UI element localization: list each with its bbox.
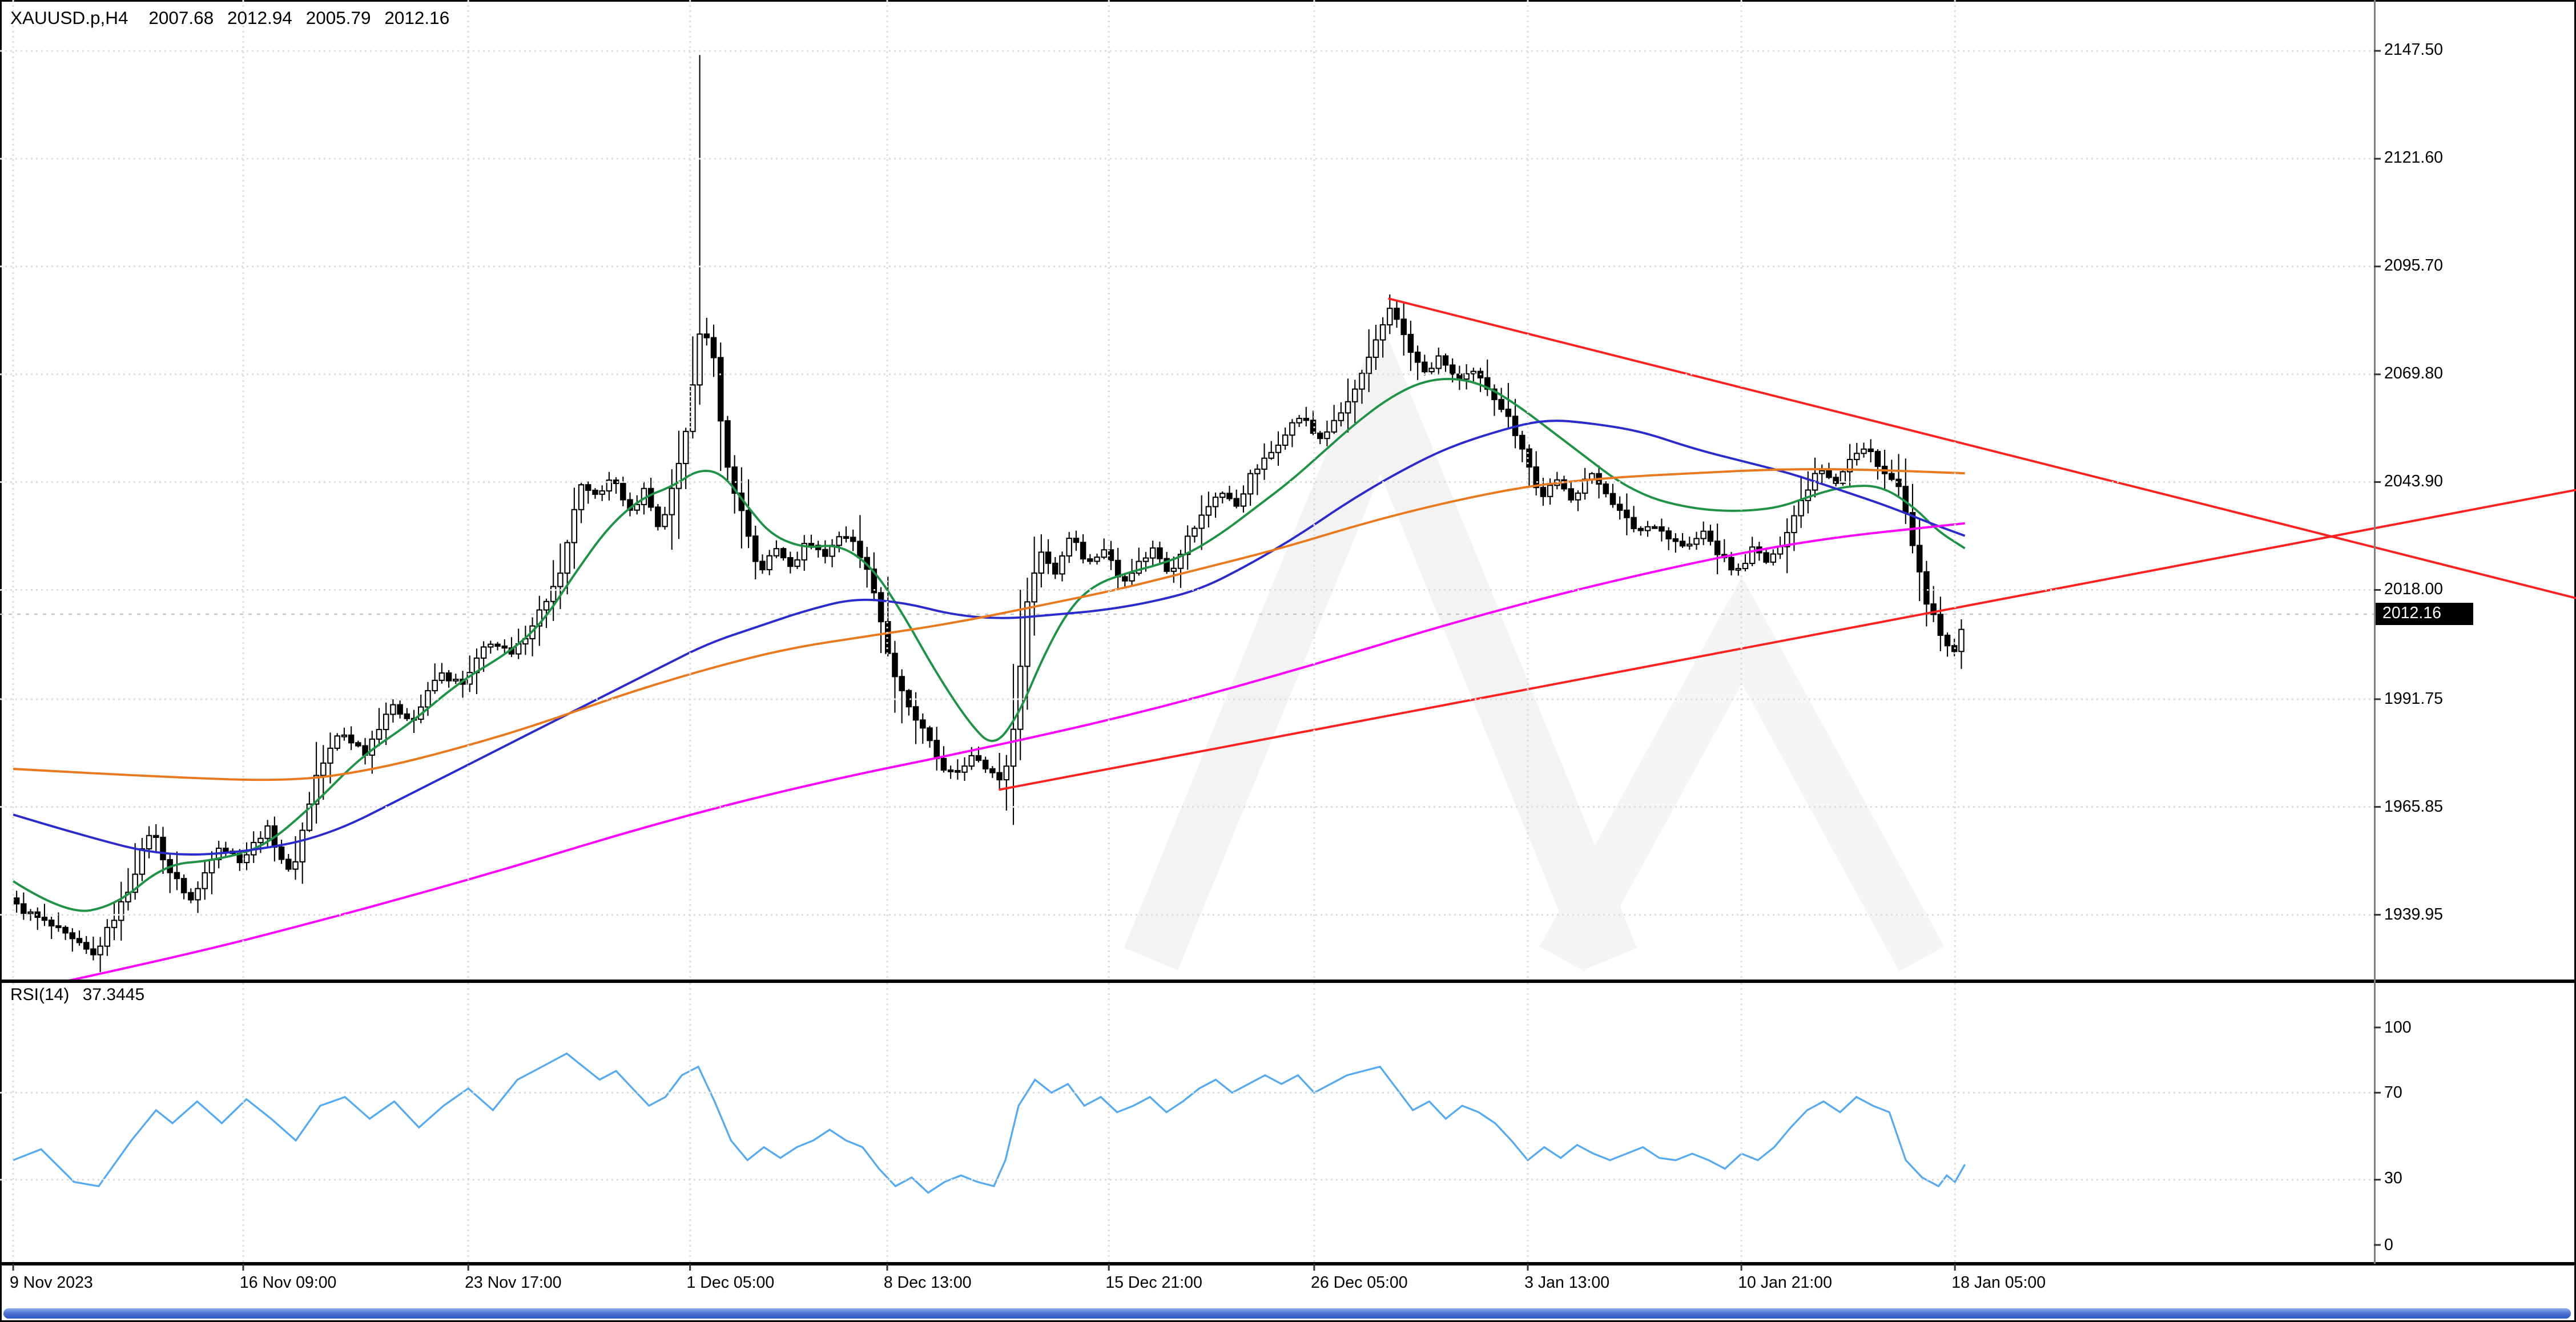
time-axis-label: 1 Dec 05:00: [686, 1274, 775, 1293]
time-axis-label: 16 Nov 09:00: [239, 1274, 337, 1293]
price-axis-label: 1991.75: [2384, 690, 2444, 709]
rsi-indicator-value: 37.3445: [82, 986, 145, 1005]
ma-line-slowest-magenta: [69, 522, 1965, 980]
trendline-descending-resistance[interactable]: [1388, 297, 2576, 599]
broker-watermark: [1539, 577, 1945, 972]
symbol-timeframe-label: XAUUSD.p,H4: [10, 9, 128, 29]
time-axis-label: 3 Jan 13:00: [1524, 1274, 1610, 1293]
rsi-indicator-header: RSI(14) 37.3445: [10, 986, 153, 1005]
time-axis-label: 18 Jan 05:00: [1951, 1274, 2046, 1293]
rsi-axis-label: 30: [2384, 1170, 2402, 1190]
candle-bodies: [13, 308, 1965, 956]
price-axis-label: 1939.95: [2384, 905, 2444, 925]
price-axis-label: 2018.00: [2384, 580, 2444, 599]
rsi-axis-label: 0: [2384, 1235, 2393, 1255]
trendline-ascending-support[interactable]: [999, 489, 2576, 791]
time-axis-label: 15 Dec 21:00: [1105, 1274, 1202, 1293]
price-axis-label: 1965.85: [2384, 797, 2444, 817]
price-axis[interactable]: 2147.50 2121.60 2095.70 2069.80 2043.90 2018.…: [0, 0, 2576, 1264]
close-value: 2012.16: [384, 9, 450, 29]
price-axis-label: 2147.50: [2384, 41, 2444, 61]
overlays: [0, 0, 2576, 1271]
rsi-axis-label: 70: [2384, 1083, 2402, 1102]
broker-watermark: [1124, 320, 1637, 970]
time-axis-label: 23 Nov 17:00: [465, 1274, 562, 1293]
rsi-axis-label: 100: [2384, 1018, 2412, 1037]
ohlc-header: XAUUSD.p,H4 2007.68 2012.94 2005.79 2012…: [10, 9, 458, 29]
high-value: 2012.94: [227, 9, 292, 29]
current-price-badge: 2012.16: [2376, 603, 2473, 626]
time-axis-label: 10 Jan 21:00: [1738, 1274, 1833, 1293]
time-axis[interactable]: 9 Nov 2023 16 Nov 09:00 23 Nov 17:00 1 Dec …: [0, 1265, 2576, 1307]
ma-line-fast-green: [13, 377, 1966, 912]
rsi-indicator-name: RSI(14): [10, 986, 70, 1005]
rsi-line: [13, 1052, 1966, 1194]
low-value: 2005.79: [305, 9, 371, 29]
price-axis-label: 2069.80: [2384, 365, 2444, 384]
ma-line-medium-blue: [13, 420, 1966, 856]
rsi-pane: [13, 1052, 1966, 1194]
horizontal-scrollbar[interactable]: [3, 1307, 2571, 1319]
ma-line-slow-orange: [13, 468, 1965, 781]
price-axis-label: 2095.70: [2384, 257, 2444, 276]
time-axis-label: 9 Nov 2023: [10, 1274, 93, 1293]
main-pane: [0, 55, 2374, 980]
open-value: 2007.68: [148, 9, 214, 29]
price-axis-label: 2121.60: [2384, 149, 2444, 168]
price-axis-label: 2043.90: [2384, 473, 2444, 492]
grid: [0, 0, 2374, 1262]
time-axis-label: 26 Dec 05:00: [1311, 1274, 1408, 1293]
time-axis-label: 8 Dec 13:00: [883, 1274, 972, 1293]
